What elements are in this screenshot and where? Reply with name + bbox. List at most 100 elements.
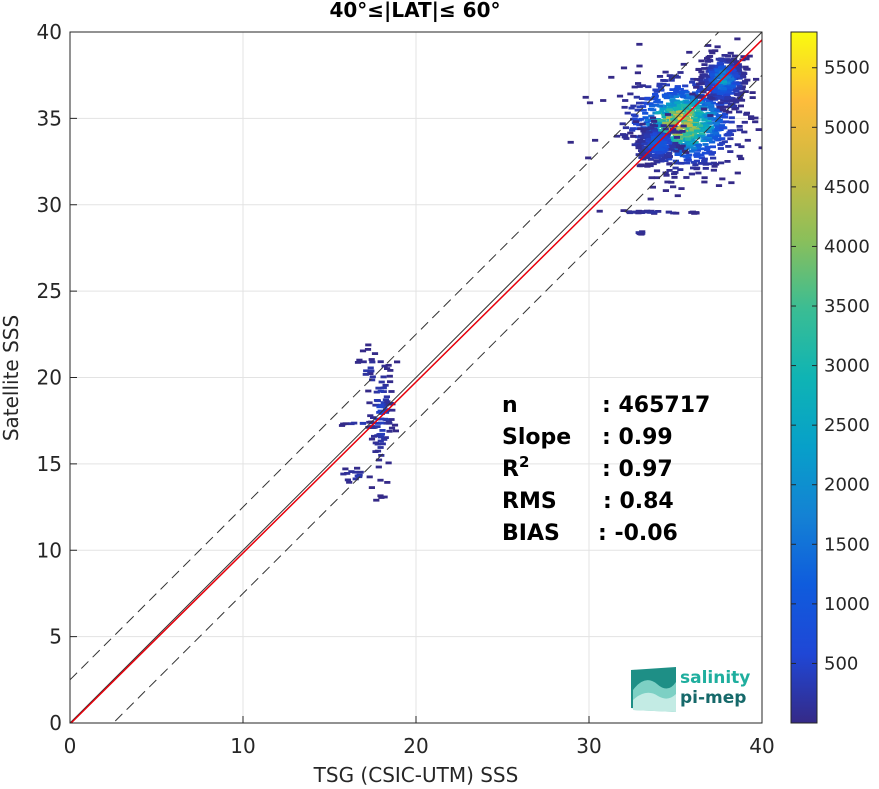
heatmap-cell	[658, 159, 665, 163]
heatmap-cell	[641, 152, 648, 155]
heatmap-cell	[723, 120, 730, 124]
heatmap-cell	[726, 131, 733, 135]
stat-label: Slope	[502, 425, 571, 450]
heatmap-cell	[677, 168, 684, 171]
heatmap-cell	[707, 134, 714, 137]
heatmap-cell	[627, 92, 634, 96]
heatmap-cell	[614, 134, 621, 138]
heatmap-cell	[698, 82, 705, 86]
heatmap-cell	[684, 137, 691, 141]
heatmap-cell	[649, 150, 656, 154]
heatmap-cell	[374, 399, 381, 403]
heatmap-cell	[658, 88, 665, 92]
heatmap-cell	[734, 171, 741, 175]
heatmap-cell	[694, 127, 701, 131]
heatmap-cell	[371, 352, 379, 355]
heatmap-cell	[635, 82, 642, 85]
heatmap-cell	[650, 162, 657, 166]
heatmap-cell	[654, 121, 661, 125]
heatmap-cell	[656, 100, 664, 104]
heatmap-cell	[671, 107, 678, 111]
heatmap-cell	[636, 64, 643, 68]
heatmap-cell	[744, 138, 751, 142]
heatmap-cell	[693, 159, 700, 163]
heatmap-cell	[365, 425, 372, 429]
heatmap-cell	[709, 73, 716, 76]
y-tick-label: 25	[37, 279, 62, 303]
heatmap-cell	[704, 148, 711, 151]
logo-text-pi-mep: pi-mep	[680, 688, 746, 708]
heatmap-cell	[741, 130, 748, 134]
y-axis-label: Satellite SSS	[0, 315, 23, 441]
heatmap-cell	[703, 124, 710, 127]
heatmap-cell	[363, 369, 370, 373]
stat-label: RMS	[502, 489, 557, 514]
heatmap-cell	[660, 140, 667, 144]
heatmap-cell	[368, 358, 375, 361]
heatmap-cell	[701, 118, 708, 122]
heatmap-cell	[683, 146, 691, 150]
heatmap-cell	[714, 109, 721, 113]
heatmap-cell	[659, 107, 666, 111]
heatmap-cell	[652, 92, 659, 96]
heatmap-cell	[659, 143, 666, 147]
y-tick-label: 20	[37, 366, 62, 390]
heatmap-cell	[647, 164, 654, 168]
heatmap-cell	[645, 130, 652, 134]
heatmap-cell	[657, 148, 664, 151]
heatmap-cell	[719, 70, 726, 74]
heatmap-cell	[676, 130, 683, 134]
heatmap-cell	[630, 113, 638, 117]
colorbar-tick-label: 4000	[824, 236, 870, 257]
heatmap-cell	[715, 184, 723, 187]
heatmap-cell	[666, 169, 673, 172]
heatmap-cell	[719, 177, 726, 181]
heatmap-cell	[676, 126, 683, 130]
heatmap-cell	[670, 99, 677, 103]
salinity-pi-mep-logo: salinity pi-mep	[631, 667, 750, 712]
heatmap-cell	[644, 210, 651, 214]
heatmap-cell	[743, 57, 750, 61]
heatmap-cell	[694, 152, 701, 155]
heatmap-cell	[686, 142, 693, 146]
heatmap-cell	[729, 91, 736, 95]
heatmap-cell	[669, 128, 677, 131]
heatmap-cell	[722, 105, 729, 109]
heatmap-cell	[377, 439, 384, 443]
heatmap-cell	[729, 99, 736, 103]
heatmap-cell	[662, 171, 669, 175]
heatmap-cell	[638, 156, 645, 159]
heatmap-cell	[694, 104, 701, 108]
heatmap-cell	[698, 80, 705, 84]
heatmap-cell	[706, 86, 713, 90]
heatmap-cell	[375, 458, 383, 462]
heatmap-cell	[706, 96, 713, 99]
heatmap-cell	[656, 136, 663, 140]
heatmap-cell	[727, 137, 734, 141]
heatmap-cell	[688, 118, 695, 121]
heatmap-cell	[382, 383, 389, 387]
x-tick-label: 0	[64, 734, 77, 758]
heatmap-cell	[720, 87, 727, 91]
heatmap-cell	[693, 155, 700, 158]
heatmap-cell	[718, 103, 725, 107]
heatmap-cell	[671, 176, 678, 179]
heatmap-cell	[663, 96, 670, 100]
heatmap-cell	[701, 157, 708, 161]
heatmap-cell	[651, 128, 658, 132]
heatmap-cell	[680, 95, 687, 98]
x-tick-label: 40	[749, 734, 774, 758]
heatmap-cell	[635, 211, 642, 215]
heatmap-cell	[680, 104, 687, 107]
heatmap-cell	[374, 434, 381, 437]
colorbar-tick-label: 2000	[824, 475, 870, 496]
heatmap-cell	[665, 141, 672, 145]
heatmap-cell	[387, 380, 394, 384]
heatmap-cell	[640, 108, 647, 112]
heatmap-cell	[701, 176, 708, 180]
heatmap-cell	[683, 96, 690, 100]
heatmap-cell	[729, 84, 736, 88]
heatmap-cell	[585, 156, 592, 160]
colorbar-tick-label: 5000	[824, 117, 870, 138]
heatmap-cell	[696, 90, 703, 93]
